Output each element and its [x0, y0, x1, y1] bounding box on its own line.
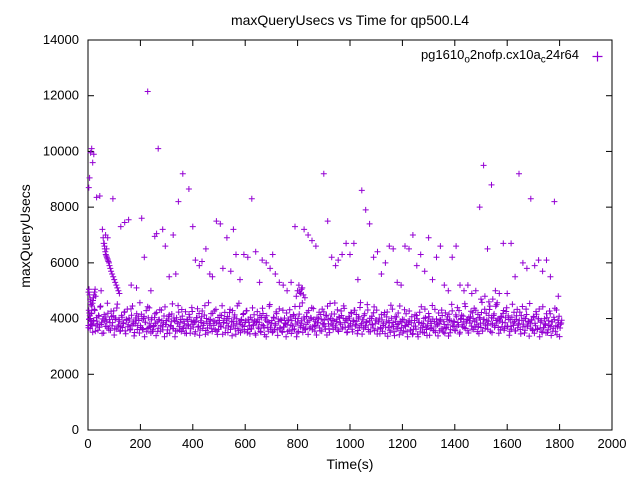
y-tick-label: 4000	[50, 311, 79, 326]
x-tick-label: 200	[130, 436, 152, 451]
legend-part: 24r64	[545, 47, 579, 62]
legend-part-sub: c	[540, 54, 546, 66]
x-tick-label: 1600	[493, 436, 522, 451]
plot-border	[87, 39, 613, 431]
y-tick-label: 2000	[50, 366, 79, 381]
x-tick-label: 0	[84, 436, 91, 451]
y-tick-label: 6000	[50, 255, 79, 270]
plus-marker-icon	[592, 51, 603, 62]
x-tick-label: 1200	[388, 436, 417, 451]
legend: pg1610o2nofp.cx10ac24r64	[421, 47, 604, 66]
y-tick-label: 8000	[50, 199, 79, 214]
x-tick-label: 600	[234, 436, 256, 451]
y-tick-label: 0	[72, 422, 79, 437]
x-tick-label: 800	[287, 436, 309, 451]
chart-title: maxQueryUsecs vs Time for qp500.L4	[230, 12, 470, 28]
x-tick-label: 2000	[598, 436, 627, 451]
y-tick-label: 12000	[43, 88, 79, 103]
legend-part-sub: o	[464, 54, 470, 66]
x-axis-label: Time(s)	[326, 456, 374, 472]
y-tick-label: 14000	[43, 32, 79, 47]
legend-series-label: pg1610o2nofp.cx10ac24r64	[421, 47, 579, 66]
data-points	[85, 88, 565, 340]
y-tick-label: 10000	[43, 143, 79, 158]
x-tick-label: 400	[182, 436, 204, 451]
x-tick-label: 1400	[440, 436, 469, 451]
x-tick-label: 1800	[545, 436, 574, 451]
legend-part: pg1610	[420, 47, 465, 62]
legend-part: 2nofp.cx10a	[469, 47, 541, 62]
x-tick-label: 1000	[336, 436, 365, 451]
